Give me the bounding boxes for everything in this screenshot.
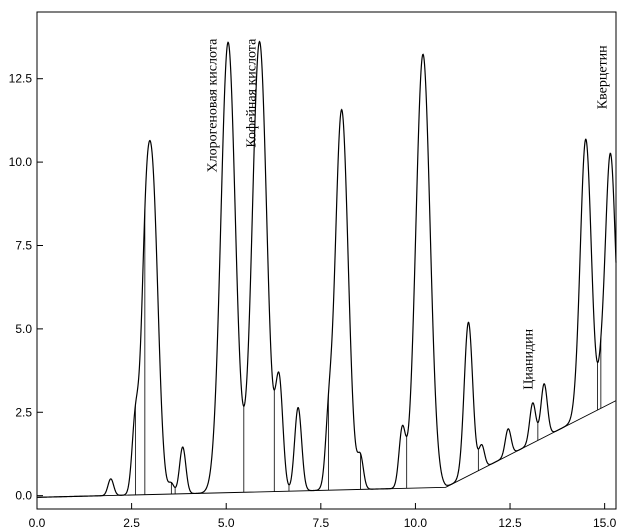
chromatogram-trace [36, 40, 617, 498]
peak-annotations: Хлорогеновая кислота Кофейная кислота Циан… [206, 38, 611, 390]
peak-annotation-label: Хлорогеновая кислота [206, 38, 221, 173]
y-tick-label: 2.5 [15, 405, 32, 419]
y-tick-label: 7.5 [15, 238, 32, 252]
peak-annotation-label: Кофейная кислота [245, 38, 260, 148]
x-tick-label: 0.0 [29, 516, 46, 530]
x-tick-label: 2.5 [123, 516, 140, 530]
y-tick-label: 10.0 [9, 155, 33, 169]
y-tick-label: 0.0 [15, 489, 32, 503]
x-tick-label: 12.5 [498, 516, 522, 530]
axes: 0.0 2.5 5.0 7.5 10.0 12.5 15.0 0.0 2.5 5.0 7.5 10.0… [9, 11, 617, 530]
x-tick-label: 15.0 [593, 516, 617, 530]
peak-annotation-label: Цианидин [522, 328, 537, 389]
peak-drop-lines [134, 209, 602, 495]
x-tick-label: 10.0 [404, 516, 428, 530]
y-tick-label: 5.0 [15, 322, 32, 336]
x-tick-label: 7.5 [312, 516, 329, 530]
x-tick-label: 5.0 [218, 516, 235, 530]
peak-annotation-label: Кверцетин [596, 45, 611, 109]
integration-baseline [36, 400, 617, 498]
y-tick-label: 12.5 [9, 72, 33, 86]
